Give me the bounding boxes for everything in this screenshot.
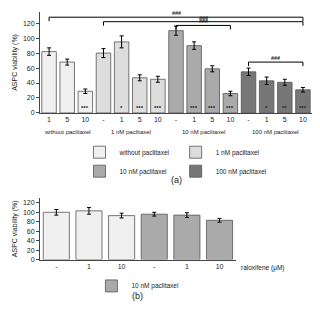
svg-text:10: 10 xyxy=(227,116,235,123)
svg-text:100 nM paclitaxel: 100 nM paclitaxel xyxy=(252,129,299,135)
svg-text:(a): (a) xyxy=(171,175,182,185)
svg-text:10 nM paclitaxel: 10 nM paclitaxel xyxy=(182,129,225,135)
svg-text:###: ### xyxy=(271,55,280,61)
svg-text:0: 0 xyxy=(31,256,35,263)
svg-text:ASPC viability (%): ASPC viability (%) xyxy=(11,34,19,91)
svg-text:***: *** xyxy=(81,105,89,111)
svg-text:1: 1 xyxy=(87,263,91,270)
svg-text:100: 100 xyxy=(23,35,35,42)
svg-text:10: 10 xyxy=(154,116,162,123)
svg-text:10 nM paclitaxel: 10 nM paclitaxel xyxy=(120,168,168,176)
svg-text:10: 10 xyxy=(81,116,89,123)
svg-text:(b): (b) xyxy=(132,291,143,301)
svg-text:raloxifene (μM): raloxifene (μM) xyxy=(241,264,284,272)
svg-text:1: 1 xyxy=(265,116,269,123)
svg-text:100: 100 xyxy=(23,209,35,216)
svg-text:1: 1 xyxy=(185,263,189,270)
svg-text:ASPC viability (%): ASPC viability (%) xyxy=(11,200,19,257)
svg-text:40: 40 xyxy=(27,79,35,86)
svg-text:**: ** xyxy=(282,105,287,111)
svg-text:5: 5 xyxy=(65,116,69,123)
svg-text:10: 10 xyxy=(299,116,307,123)
svg-text:###: ### xyxy=(172,10,181,16)
svg-text:5: 5 xyxy=(138,116,142,123)
svg-text:1: 1 xyxy=(120,116,124,123)
svg-text:10: 10 xyxy=(216,263,224,270)
svg-text:5: 5 xyxy=(283,116,287,123)
svg-text:40: 40 xyxy=(27,237,35,244)
svg-text:*: * xyxy=(120,105,123,111)
svg-text:***: *** xyxy=(299,105,307,111)
svg-text:1 nM paclitaxel: 1 nM paclitaxel xyxy=(111,129,151,135)
svg-text:-: - xyxy=(102,116,105,123)
svg-text:without paclitaxel: without paclitaxel xyxy=(119,149,170,157)
svg-text:80: 80 xyxy=(27,218,35,225)
svg-text:***: *** xyxy=(136,105,144,111)
svg-text:-: - xyxy=(153,263,156,270)
svg-text:1 nM paclitaxel: 1 nM paclitaxel xyxy=(216,149,260,157)
svg-text:***: *** xyxy=(226,105,234,111)
svg-text:***: *** xyxy=(190,105,198,111)
svg-text:without paclitaxel: without paclitaxel xyxy=(44,129,91,135)
svg-text:1: 1 xyxy=(192,116,196,123)
svg-text:60: 60 xyxy=(27,65,35,72)
svg-text:100 nM paclitaxel: 100 nM paclitaxel xyxy=(216,168,267,176)
svg-text:-: - xyxy=(247,116,250,123)
svg-text:0: 0 xyxy=(31,109,35,116)
svg-text:***: *** xyxy=(208,105,216,111)
svg-text:20: 20 xyxy=(27,247,35,254)
svg-text:60: 60 xyxy=(27,228,35,235)
svg-text:120: 120 xyxy=(23,20,35,27)
svg-text:-: - xyxy=(55,263,58,270)
svg-text:-: - xyxy=(175,116,178,123)
svg-text:20: 20 xyxy=(27,94,35,101)
svg-text:120: 120 xyxy=(23,199,35,206)
svg-text:5: 5 xyxy=(210,116,214,123)
svg-text:###: ### xyxy=(199,15,208,21)
svg-text:80: 80 xyxy=(27,50,35,57)
svg-text:***: *** xyxy=(154,105,162,111)
svg-text:10: 10 xyxy=(118,263,126,270)
svg-text:###: ### xyxy=(199,18,208,24)
svg-text:10 nM paclitaxel: 10 nM paclitaxel xyxy=(131,282,179,290)
svg-text:1: 1 xyxy=(47,116,51,123)
svg-text:*: * xyxy=(265,105,268,111)
